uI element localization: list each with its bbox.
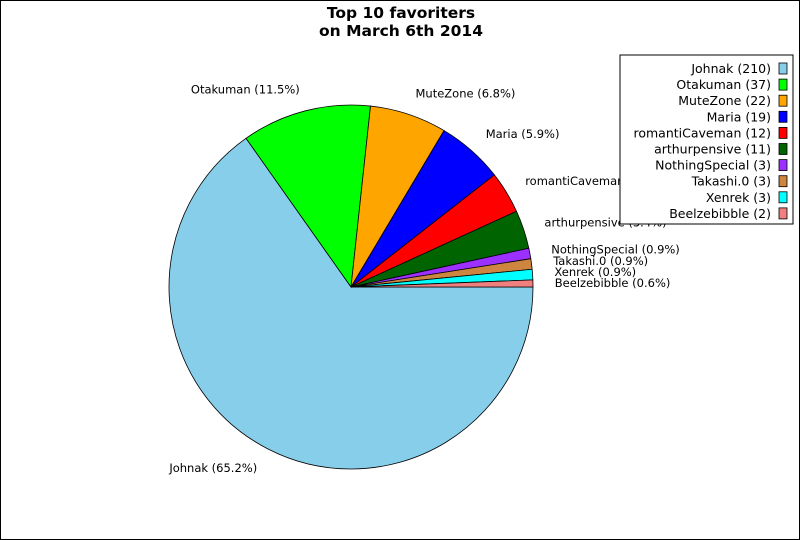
pie-slices [168,104,534,470]
legend-frame [619,54,794,225]
slice-label-xenrek: Xenrek (0.9%) [554,265,636,279]
slice-label-mutezone: MuteZone (6.8%) [416,87,516,101]
legend-entry-takashi-0: Takashi.0 (3) [691,174,771,189]
legend: Johnak (210)Otakuman (37)MuteZone (22)Ma… [619,54,794,225]
slice-label-otakuman: Otakuman (11.5%) [191,83,300,97]
legend-entry-mutezone: MuteZone (22) [678,93,771,108]
pie-slice-otakuman [245,104,371,289]
legend-entry-arthurpensive: arthurpensive (11) [654,142,771,157]
slice-label-maria: Maria (5.9%) [486,127,560,141]
legend-entry-beelzebibble: Beelzebibble (2) [669,206,771,221]
chart-title-line-1: Top 10 favoriters [327,4,475,22]
legend-swatch-xenrek [778,191,788,204]
legend-swatch-romanticaveman [778,127,788,139]
chart-title-line-2: on March 6th 2014 [319,22,483,40]
legend-entry-xenrek: Xenrek (3) [706,190,771,205]
legend-swatch-beelzebibble [778,207,788,220]
pie-slice-johnak [168,137,534,470]
pie-slice-beelzebibble [350,279,534,288]
slice-label-takashi-0: Takashi.0 (0.9%) [552,254,648,268]
legend-swatch-takashi-0 [778,175,788,188]
legend-entry-maria: Maria (19) [707,109,771,124]
slice-label-johnak: Johnak (65.2%) [168,461,257,475]
slice-label-nothingspecial: NothingSpecial (0.9%) [551,242,680,256]
slice-label-beelzebibble: Beelzebibble (0.6%) [555,276,671,290]
legend-swatch-johnak [778,62,788,75]
legend-swatch-otakuman [778,78,788,91]
legend-entry-otakuman: Otakuman (37) [676,77,771,92]
legend-entry-johnak: Johnak (210) [690,61,771,76]
legend-swatch-maria [778,110,788,123]
legend-entry-nothingspecial: NothingSpecial (3) [655,158,771,173]
legend-swatch-arthurpensive [778,143,788,155]
legend-swatch-mutezone [778,94,788,107]
legend-swatch-nothingspecial [778,159,788,172]
legend-entry-romanticaveman: romantiCaveman (12) [633,125,771,140]
